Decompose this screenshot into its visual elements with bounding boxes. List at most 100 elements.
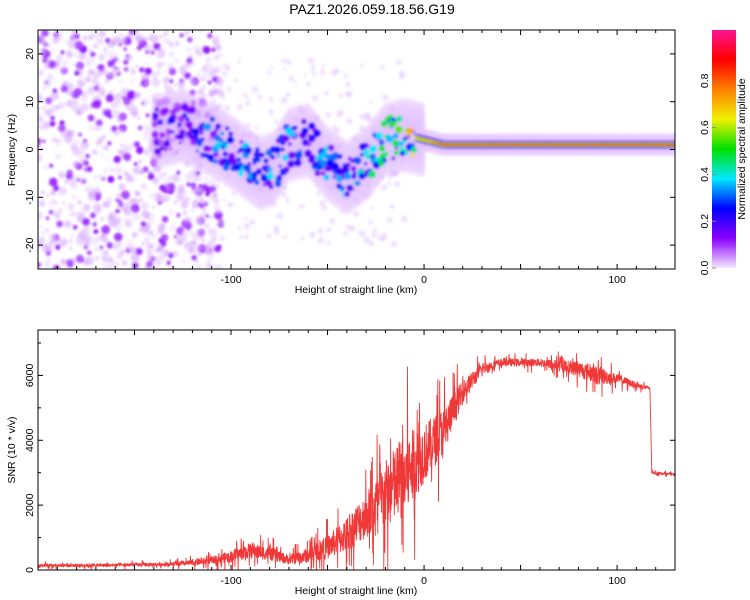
y-tick-label: -20 [24, 237, 36, 252]
heatmap-cell [379, 139, 385, 146]
heatmap-cell [136, 115, 142, 121]
heatmap-cell [118, 112, 128, 121]
heatmap-cell [206, 257, 212, 263]
heatmap-cell [238, 235, 243, 240]
heatmap-cell [280, 191, 287, 198]
heatmap-cell [184, 72, 191, 80]
heatmap-cell [345, 90, 353, 98]
heatmap-cell [201, 206, 207, 212]
heatmap-cell [151, 121, 158, 128]
heatmap-cell [173, 200, 178, 205]
heatmap-cell [181, 259, 186, 264]
heatmap-cell [135, 146, 144, 155]
heatmap-cell [95, 139, 102, 146]
heatmap-cell [246, 122, 251, 128]
heatmap-cell [144, 44, 153, 53]
heatmap-cell [135, 64, 139, 68]
heatmap-cell [325, 111, 332, 118]
heatmap-cell [344, 191, 350, 197]
heatmap-cell [157, 172, 165, 180]
heatmap-cell [187, 36, 193, 43]
heatmap-cell [103, 168, 108, 173]
heatmap-cell [79, 177, 87, 185]
heatmap-cell [214, 134, 221, 142]
heatmap-cell [99, 245, 104, 250]
heatmap-cell [359, 113, 366, 120]
chart-title: PAZ1.2026.059.18.56.G19 [289, 1, 455, 17]
heatmap-cell [41, 230, 45, 235]
heatmap-cell [211, 47, 216, 52]
heatmap-cell [158, 138, 164, 145]
heatmap-cell [288, 75, 294, 82]
heatmap-cell [59, 120, 65, 126]
heatmap-cell [214, 141, 223, 150]
heatmap-cell [214, 128, 218, 132]
heatmap-cell [188, 106, 197, 114]
heatmap-cell [307, 57, 315, 65]
heatmap-cell [124, 218, 132, 225]
heatmap-cell [366, 144, 370, 148]
heatmap-cell [76, 178, 80, 182]
heatmap-cell [159, 253, 167, 262]
heatmap-cell [170, 130, 175, 134]
heatmap-cell [200, 76, 206, 82]
heatmap-cell [126, 90, 136, 100]
heatmap-cell [200, 92, 207, 100]
heatmap-cell [68, 178, 76, 186]
heatmap-cell [133, 162, 138, 167]
heatmap-cell [176, 105, 182, 110]
heatmap-cell [58, 171, 66, 179]
heatmap-cell [365, 154, 370, 160]
heatmap-cell [267, 166, 273, 172]
heatmap-cell [382, 158, 387, 163]
heatmap-cell [113, 240, 123, 249]
heatmap-cell [134, 92, 140, 98]
heatmap-cell [193, 233, 200, 240]
heatmap-cell [163, 147, 168, 152]
heatmap-cell [121, 260, 128, 266]
heatmap-cell [377, 235, 385, 243]
heatmap-cell [368, 170, 376, 179]
heatmap-cell [210, 158, 214, 163]
heatmap-cell [52, 200, 56, 204]
heatmap-cell [58, 124, 66, 132]
heatmap-cell [273, 225, 279, 231]
heatmap-cell [101, 225, 111, 234]
heatmap-cell [123, 67, 129, 72]
heatmap-cell [394, 181, 401, 188]
heatmap-cell [156, 243, 164, 251]
heatmap-cell [76, 79, 85, 88]
heatmap-cell [244, 234, 250, 239]
x-tick-label: 100 [608, 274, 626, 286]
heatmap-cell [50, 237, 59, 246]
heatmap-cell [213, 244, 222, 253]
heatmap-cell [88, 124, 96, 132]
snr-xlabel: Height of straight line (km) [295, 585, 418, 597]
heatmap-cell [197, 251, 203, 257]
heatmap-cell [92, 222, 97, 227]
heatmap-cell [50, 47, 58, 55]
heatmap-cell [224, 104, 231, 111]
heatmap-cell [239, 140, 244, 144]
heatmap-cell [273, 119, 279, 124]
heatmap-cell [395, 115, 403, 123]
heatmap-cell [397, 140, 404, 147]
heatmap-cell [185, 47, 192, 54]
heatmap-cell [144, 125, 153, 135]
heatmap-cell [62, 60, 69, 66]
colorbar-label: Normalized spectral amplitude [736, 78, 748, 219]
heatmap-cell [280, 96, 288, 104]
heatmap-cell [102, 46, 109, 53]
heatmap-cell [98, 247, 105, 255]
heatmap-cell [172, 250, 179, 258]
heatmap-cell [242, 92, 248, 98]
heatmap-cell [127, 32, 132, 37]
colorbar-tick-label: 0.4 [699, 167, 711, 182]
heatmap-cell [323, 91, 329, 97]
heatmap-cell [72, 62, 77, 67]
heatmap-cell [349, 186, 354, 192]
heatmap-cell [117, 149, 123, 155]
heatmap-cell [378, 145, 386, 152]
heatmap-cell [367, 116, 373, 122]
